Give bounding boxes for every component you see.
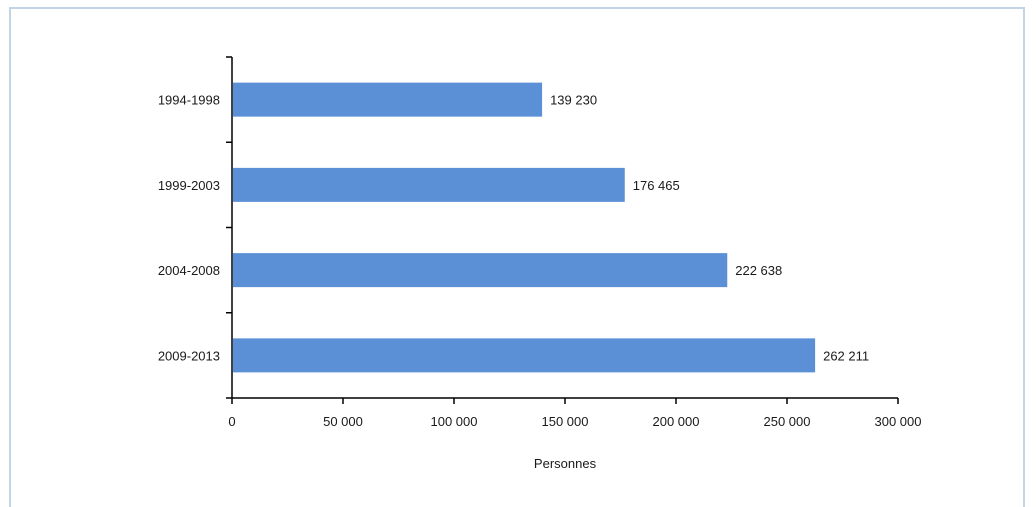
x-tick-label: 200 000: [653, 414, 700, 429]
value-label-1999-2003: 176 465: [633, 178, 680, 193]
value-label-2009-2013: 262 211: [823, 348, 869, 363]
x-tick-label: 150 000: [542, 414, 589, 429]
category-label-2004-2008: 2004-2008: [158, 263, 220, 278]
value-label-1994-1998: 139 230: [550, 93, 597, 108]
bar-1994-1998: [233, 82, 543, 117]
x-axis-title: Personnes: [534, 456, 597, 471]
x-tick-label: 300 000: [875, 414, 922, 429]
bar-1999-2003: [233, 167, 625, 202]
chart-frame: 139 230 176 465 222 638 262 211 1994-1998 19…: [9, 7, 1025, 507]
axes-layer: 1994-1998 1999-2003 2004-2008 2009-2013 0 50 …: [158, 56, 922, 429]
value-label-2004-2008: 222 638: [735, 263, 782, 278]
category-label-1999-2003: 1999-2003: [158, 178, 220, 193]
x-tick-label: 100 000: [431, 414, 478, 429]
bar-2004-2008: [233, 253, 728, 288]
x-tick-label: 250 000: [764, 414, 811, 429]
x-tick-label: 0: [228, 414, 235, 429]
bars-layer: 139 230 176 465 222 638 262 211: [233, 82, 869, 373]
bar-2009-2013: [233, 338, 816, 373]
category-label-1994-1998: 1994-1998: [158, 93, 220, 108]
x-tick-label: 50 000: [323, 414, 363, 429]
category-label-2009-2013: 2009-2013: [158, 348, 220, 363]
